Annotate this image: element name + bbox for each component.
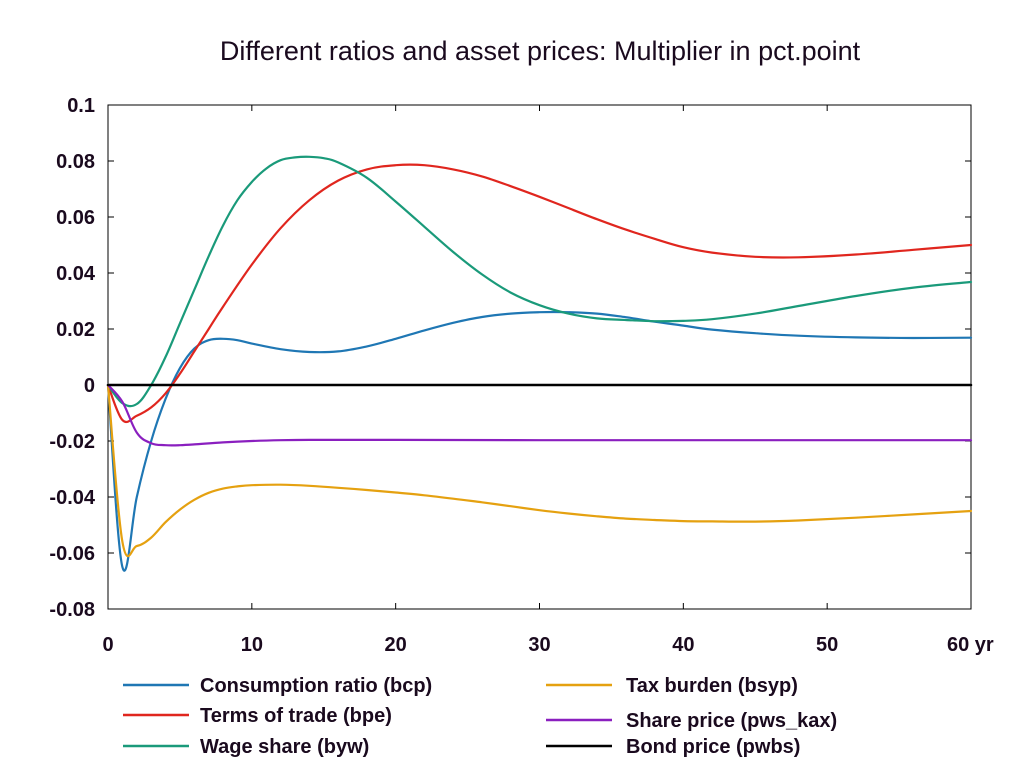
legend-label: Tax burden (bsyp) [626,675,798,697]
series-line-4 [106,383,973,447]
y-tick-label: -0.04 [49,487,95,509]
y-tick-label: -0.02 [49,431,95,453]
y-tick-label: 0.1 [67,95,95,117]
series-layer [106,155,973,572]
x-tick-label: 20 [385,634,407,656]
y-axis: 0.1 0.08 0.06 0.04 0.02 0 -0.02 -0.04 -0.06 -0.08 [49,95,971,621]
chart-title: Different ratios and asset prices: Multi… [220,36,861,66]
x-tick-label: 40 [672,634,694,656]
legend-label: Wage share (byw) [200,736,369,758]
y-tick-label: 0.04 [56,263,96,285]
x-axis: 0 10 20 30 40 50 60 yr [102,105,994,656]
legend-label: Bond price (pwbs) [626,736,800,758]
x-tick-label: 50 [816,634,838,656]
y-tick-label: 0.06 [56,207,95,229]
x-tick-label: 30 [528,634,550,656]
x-tick-label: 10 [241,634,263,656]
series-line-3 [106,383,973,558]
legend-label: Terms of trade (bpe) [200,705,392,727]
legend-label: Share price (pws_kax) [626,710,837,732]
x-tick-label: 0 [102,634,113,656]
y-tick-label: -0.06 [49,543,95,565]
x-tick-label: 60 yr [947,634,994,656]
y-tick-label: 0.08 [56,151,95,173]
legend: Consumption ratio (bcp) Terms of trade (b… [123,675,837,758]
legend-label: Consumption ratio (bcp) [200,675,432,697]
y-tick-label: 0.02 [56,319,95,341]
series-line-1 [106,163,973,424]
y-tick-label: -0.08 [49,599,95,621]
plot-frame [107,104,972,610]
y-tick-label: 0 [84,375,95,397]
series-line-2 [106,155,973,408]
